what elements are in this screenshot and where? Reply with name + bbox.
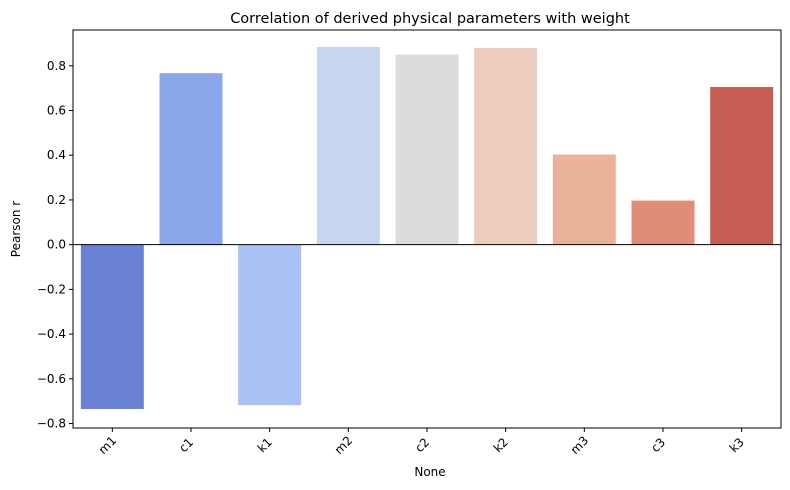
bar-c2 bbox=[395, 54, 459, 245]
bar-c1 bbox=[159, 73, 223, 245]
y-tick-label: 0.0 bbox=[47, 238, 66, 252]
bar-m1 bbox=[80, 244, 144, 409]
y-tick-label: 0.8 bbox=[47, 59, 66, 73]
bar-m2 bbox=[316, 46, 380, 245]
x-tick-label: m2 bbox=[332, 433, 356, 457]
plot-area: −0.8 −0.6 −0.4 −0.2 0.0 0.2 0.4 0.6 0.8 m1 c1 k1 m2 c… bbox=[37, 29, 782, 457]
x-tick-label: c2 bbox=[412, 435, 432, 455]
x-tick-label: m1 bbox=[96, 433, 120, 457]
y-tick-label: −0.6 bbox=[37, 372, 66, 386]
y-tick-label: 0.2 bbox=[47, 193, 66, 207]
y-tick-label: 0.4 bbox=[47, 148, 66, 162]
bar-m3 bbox=[552, 154, 616, 245]
y-tick-label: −0.8 bbox=[37, 417, 66, 431]
x-tick-label: k2 bbox=[491, 435, 511, 455]
x-tick-label: c3 bbox=[648, 435, 668, 455]
y-tick-label: −0.4 bbox=[37, 327, 66, 341]
y-tick-label: −0.2 bbox=[37, 282, 66, 296]
x-tick-label: k1 bbox=[255, 435, 275, 455]
bar-k3 bbox=[710, 87, 774, 245]
y-axis-label: Pearson r bbox=[9, 201, 23, 257]
y-tick-label: 0.6 bbox=[47, 103, 66, 117]
bar-k1 bbox=[238, 244, 302, 406]
bar-k2 bbox=[474, 47, 538, 245]
chart-title: Correlation of derived physical paramete… bbox=[230, 11, 630, 27]
x-tick-label: c1 bbox=[176, 435, 196, 455]
x-tick-label: m3 bbox=[568, 433, 592, 457]
bar-c3 bbox=[631, 200, 695, 245]
x-axis-label: None bbox=[414, 465, 445, 479]
x-tick-label: k3 bbox=[727, 435, 747, 455]
